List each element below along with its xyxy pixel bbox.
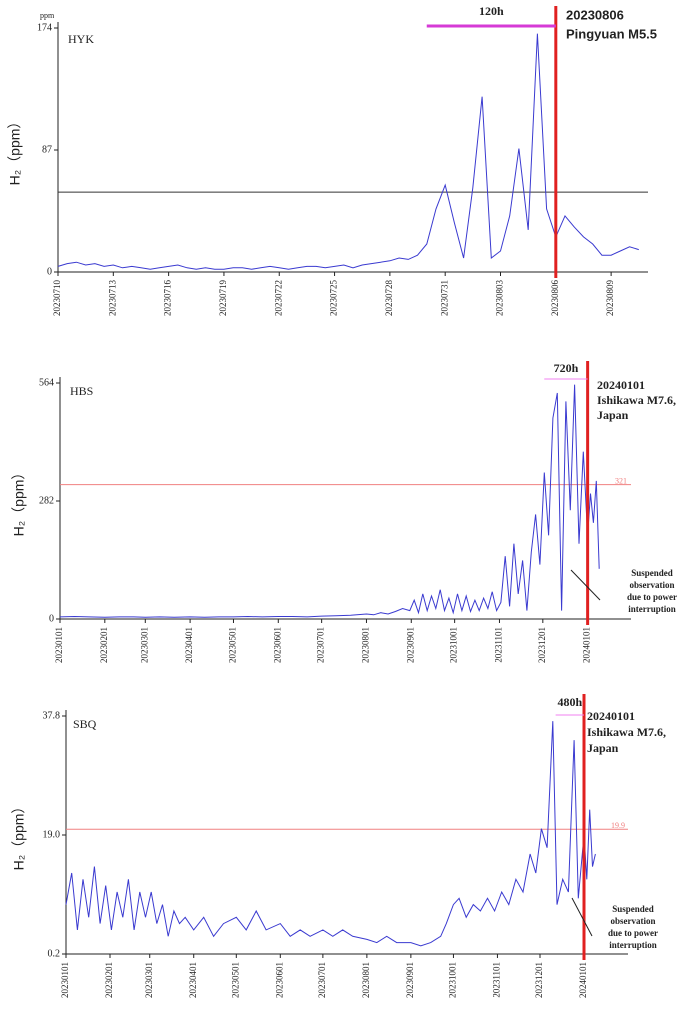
x-tick-label: 20240101 (578, 962, 588, 998)
annotation-text: interruption (628, 604, 676, 614)
y-tick-label: 282 (39, 495, 54, 506)
annotation-text: Suspended (631, 568, 673, 578)
data-line (65, 721, 596, 947)
event-label: Ishikawa M7.6, (587, 725, 666, 739)
x-tick-label: 20230809 (605, 280, 615, 317)
y-tick-label: 174 (37, 22, 52, 33)
x-tick-label: 20230713 (107, 280, 117, 317)
event-label: Pingyuan M5.5 (566, 26, 657, 41)
event-label: 20230806 (566, 7, 624, 22)
annotation-text: observation (630, 580, 675, 590)
x-tick-label: 20230201 (104, 962, 114, 998)
x-tick-label: 20230101 (54, 627, 64, 663)
x-tick-label: 20230501 (230, 962, 240, 998)
chart-panel: 0 87 174 20230710 20230713 20230716 20230719 20… (7, 4, 657, 316)
x-tick-label: 20230901 (405, 962, 415, 998)
annotation-arrow (571, 897, 593, 937)
annotation-text: Suspended (612, 904, 654, 914)
station-label: SBQ (73, 717, 97, 731)
x-tick-label: 20230710 (52, 280, 62, 317)
data-line (59, 384, 600, 618)
y-unit: ppm (40, 11, 55, 20)
chart-panel: 0.2 19.0 37.8 20230101 20230201 20230301 20230… (11, 694, 666, 998)
data-line (57, 33, 639, 270)
event-label: Ishikawa M7.6, (597, 393, 676, 407)
y-axis-title: H₂（ppm） (11, 800, 27, 871)
x-tick-label: 20230401 (188, 962, 198, 998)
y-axis-title: H₂（ppm） (11, 466, 27, 537)
x-tick-label: 20230901 (405, 627, 415, 663)
annotation-text: interruption (609, 940, 657, 950)
x-tick-label: 20240101 (582, 627, 592, 663)
y-tick-label: 87 (42, 144, 52, 155)
annotation-text: observation (611, 916, 656, 926)
event-label: Japan (587, 741, 619, 755)
x-tick-label: 20230501 (228, 627, 238, 663)
x-tick-label: 20230801 (361, 627, 371, 663)
x-tick-label: 20230601 (272, 627, 282, 663)
x-tick-label: 20230725 (329, 280, 339, 317)
x-tick-label: 20231101 (491, 962, 501, 998)
y-axis-title: H₂（ppm） (7, 115, 23, 186)
x-tick-label: 20231001 (449, 627, 459, 663)
x-tick-label: 20230719 (218, 280, 228, 317)
y-tick-label: 0 (47, 266, 52, 277)
x-tick-label: 20230801 (361, 962, 371, 998)
y-tick-label: 19.0 (43, 829, 61, 840)
threshold-label: 321 (615, 477, 627, 486)
annotation-text: due to power (627, 592, 677, 602)
y-tick-label: 564 (39, 377, 54, 388)
x-tick-label: 20230301 (144, 962, 154, 998)
x-tick-label: 20231001 (448, 962, 458, 998)
x-tick-label: 20230806 (550, 280, 560, 317)
x-tick-label: 20230701 (317, 962, 327, 998)
x-tick-label: 20231201 (537, 627, 547, 663)
station-label: HBS (70, 384, 93, 398)
event-label: 20240101 (587, 709, 635, 723)
annotation-arrow (570, 569, 601, 601)
x-tick-label: 20230731 (439, 280, 449, 316)
x-tick-label: 20230601 (274, 962, 284, 998)
x-tick-label: 20230722 (273, 280, 283, 316)
chart-panel: 0 282 564 20230101 20230201 20230301 20230401 2… (11, 361, 677, 663)
event-label: Japan (597, 408, 629, 422)
threshold-label: 19.9 (611, 821, 625, 830)
y-tick-label: 0 (49, 613, 54, 624)
x-tick-label: 20230701 (316, 627, 326, 663)
x-tick-label: 20230728 (384, 280, 394, 317)
x-tick-label: 20230101 (60, 962, 70, 998)
event-label: 20240101 (597, 378, 645, 392)
x-tick-label: 20231101 (494, 627, 504, 663)
x-tick-label: 20230803 (495, 280, 505, 317)
x-tick-label: 20230401 (184, 627, 194, 663)
y-tick-label: 0.2 (48, 948, 61, 959)
window-label: 480h (557, 695, 582, 709)
annotation-text: due to power (608, 928, 658, 938)
x-tick-label: 20230201 (99, 627, 109, 663)
window-label: 720h (554, 361, 579, 375)
x-tick-label: 20230716 (163, 280, 173, 317)
station-label: HYK (68, 32, 94, 46)
x-tick-label: 20231201 (534, 962, 544, 998)
y-tick-label: 37.8 (43, 710, 61, 721)
x-tick-label: 20230301 (139, 627, 149, 663)
window-label: 120h (479, 4, 504, 18)
